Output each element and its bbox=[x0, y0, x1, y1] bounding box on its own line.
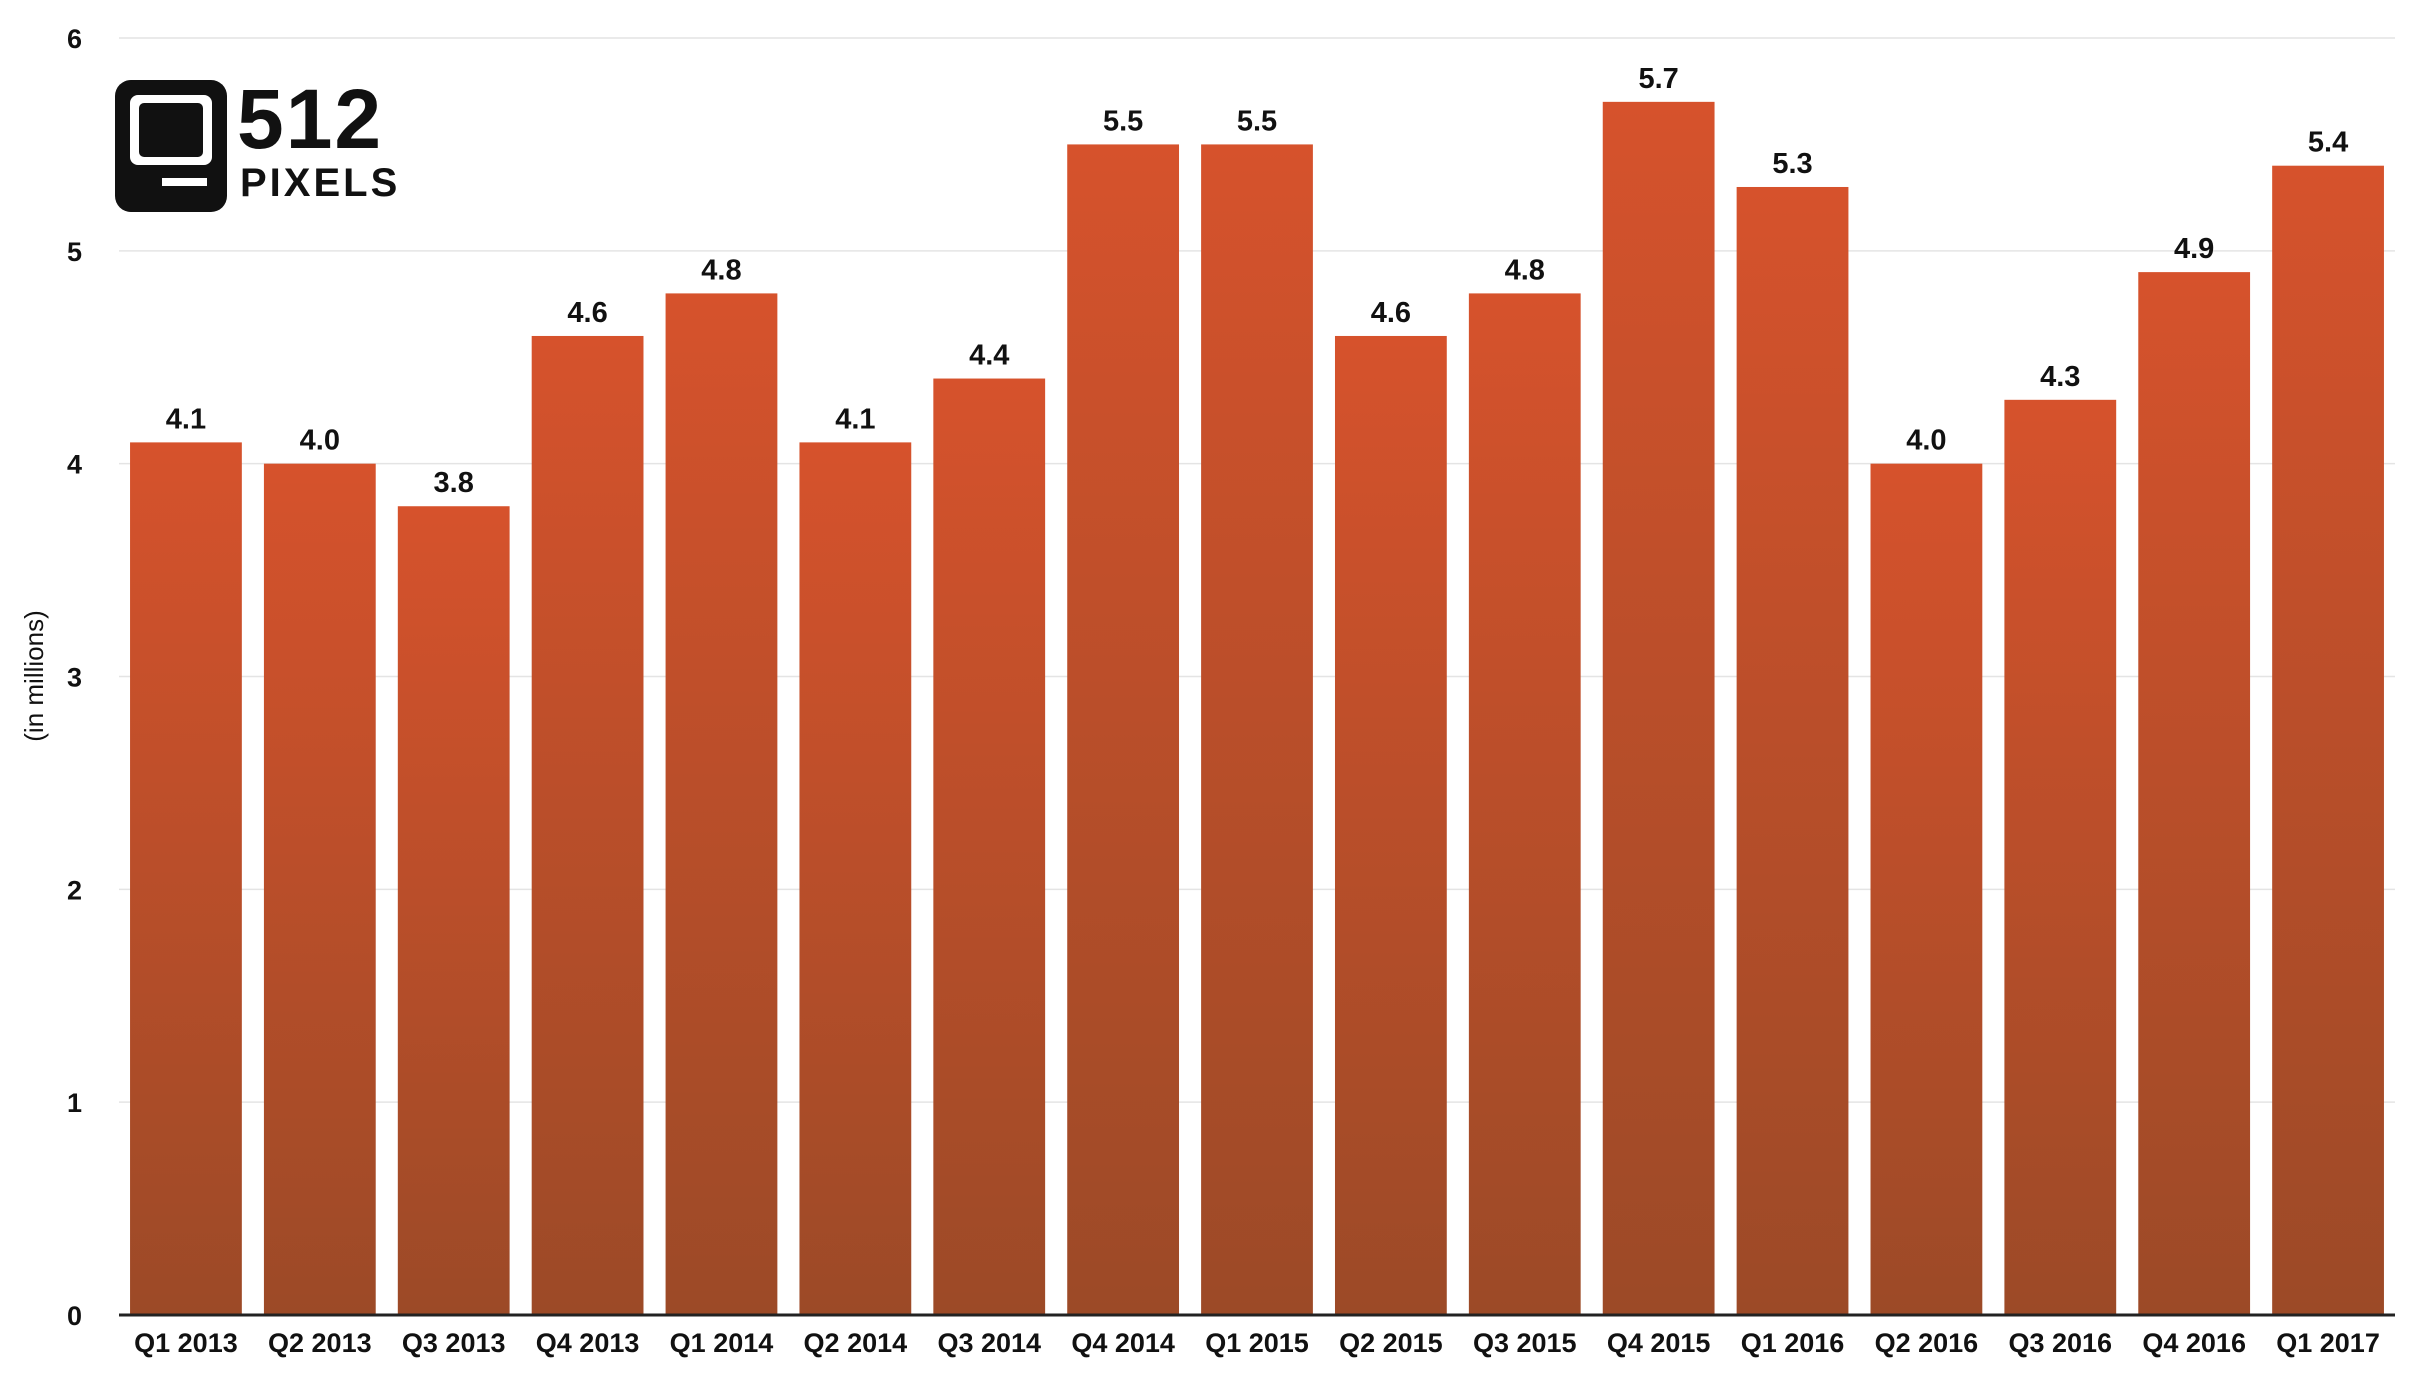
bar bbox=[1334, 335, 1447, 1315]
bars bbox=[130, 101, 2384, 1316]
computer-monitor-icon bbox=[115, 80, 227, 212]
bar bbox=[531, 335, 644, 1315]
x-tick-label: Q4 2014 bbox=[1071, 1328, 1175, 1358]
bar bbox=[1067, 144, 1180, 1316]
y-axis-title: (in millions) bbox=[19, 610, 49, 741]
data-label: 4.6 bbox=[1371, 297, 1411, 329]
x-tick-label: Q3 2016 bbox=[2008, 1328, 2112, 1358]
data-label: 5.5 bbox=[1237, 105, 1277, 137]
y-tick-label: 6 bbox=[67, 24, 82, 54]
x-tick-label: Q2 2014 bbox=[804, 1328, 908, 1358]
data-label: 5.5 bbox=[1103, 105, 1143, 137]
x-tick-label: Q3 2014 bbox=[937, 1328, 1041, 1358]
x-tick-label: Q4 2015 bbox=[1607, 1328, 1711, 1358]
data-label: 5.4 bbox=[2308, 127, 2348, 159]
bar bbox=[2138, 272, 2251, 1315]
bar bbox=[2272, 165, 2384, 1316]
labels: 0 1 2 3 4 5 6 4.1 Q1 2013 4.0 Q2 2013 3.8 Q3 2013 4.6… bbox=[67, 24, 2380, 1358]
bar bbox=[665, 293, 778, 1315]
data-label: 4.8 bbox=[701, 254, 741, 286]
x-tick-label: Q2 2016 bbox=[1875, 1328, 1979, 1358]
bar bbox=[933, 378, 1046, 1315]
data-label: 4.1 bbox=[166, 403, 206, 435]
y-tick-label: 4 bbox=[67, 450, 82, 480]
y-tick-label: 5 bbox=[67, 237, 82, 267]
x-tick-label: Q3 2015 bbox=[1473, 1328, 1577, 1358]
bar bbox=[799, 442, 912, 1316]
data-label: 5.3 bbox=[1772, 148, 1812, 180]
x-tick-label: Q3 2013 bbox=[402, 1328, 506, 1358]
data-label: 4.9 bbox=[2174, 233, 2214, 265]
bar bbox=[130, 442, 242, 1316]
bar bbox=[397, 506, 510, 1315]
bar bbox=[1602, 101, 1715, 1316]
x-tick-label: Q4 2016 bbox=[2142, 1328, 2246, 1358]
x-tick-label: Q1 2016 bbox=[1741, 1328, 1845, 1358]
site-logo: 512 PIXELS bbox=[115, 72, 400, 212]
y-tick-label: 2 bbox=[67, 875, 82, 905]
y-tick-label: 1 bbox=[67, 1088, 82, 1118]
bar bbox=[263, 463, 376, 1316]
y-tick-label: 3 bbox=[67, 663, 82, 693]
bar bbox=[1468, 293, 1581, 1315]
data-label: 4.1 bbox=[835, 403, 875, 435]
x-tick-label: Q1 2013 bbox=[134, 1328, 238, 1358]
data-label: 4.8 bbox=[1505, 254, 1545, 286]
data-label: 4.0 bbox=[300, 425, 340, 457]
x-tick-label: Q2 2015 bbox=[1339, 1328, 1443, 1358]
x-tick-label: Q1 2014 bbox=[670, 1328, 774, 1358]
data-label: 3.8 bbox=[434, 467, 474, 499]
bar bbox=[2004, 399, 2117, 1316]
x-tick-label: Q1 2017 bbox=[2276, 1328, 2380, 1358]
data-label: 4.6 bbox=[567, 297, 607, 329]
data-label: 4.4 bbox=[969, 340, 1009, 372]
x-tick-label: Q4 2013 bbox=[536, 1328, 640, 1358]
x-tick-label: Q1 2015 bbox=[1205, 1328, 1309, 1358]
y-tick-label: 0 bbox=[67, 1301, 82, 1331]
data-label: 5.7 bbox=[1638, 63, 1678, 95]
bar bbox=[1201, 144, 1313, 1316]
bar bbox=[1870, 463, 1983, 1316]
data-label: 4.3 bbox=[2040, 361, 2080, 393]
x-tick-label: Q2 2013 bbox=[268, 1328, 372, 1358]
data-label: 4.0 bbox=[1906, 425, 1946, 457]
logo-word: PIXELS bbox=[240, 161, 400, 205]
logo-number: 512 bbox=[237, 72, 383, 166]
bar bbox=[1736, 186, 1849, 1315]
